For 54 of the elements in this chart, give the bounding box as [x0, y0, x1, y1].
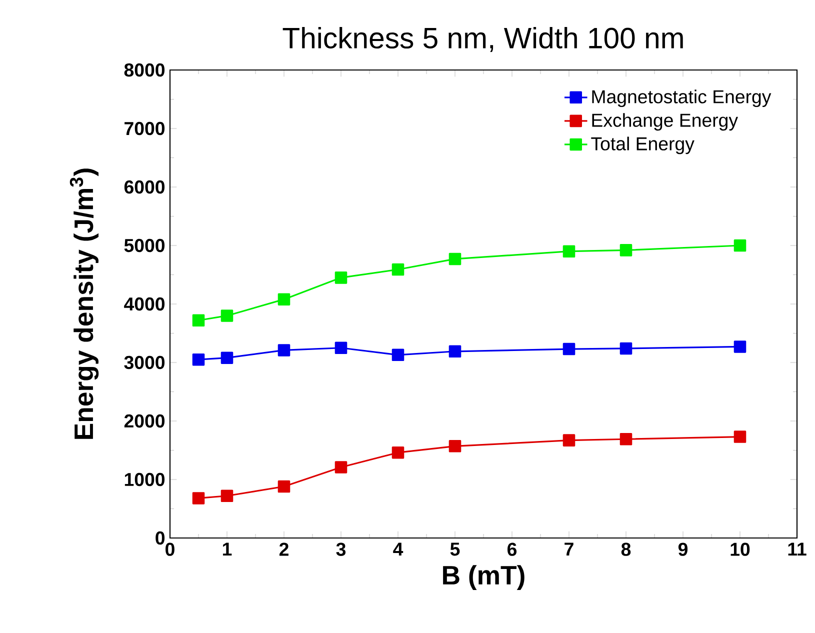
point	[278, 480, 290, 493]
point	[448, 345, 462, 358]
x-tick-label: 4	[393, 542, 404, 556]
point	[392, 263, 404, 276]
x-tick-label: 10	[730, 542, 750, 556]
legend-label: Exchange Energy	[592, 113, 738, 131]
point	[220, 352, 234, 364]
point	[192, 353, 205, 366]
y-tick-label: 6000	[124, 180, 165, 194]
x-tick-label: 3	[336, 542, 346, 556]
x-axis-title: B (mT)	[443, 565, 524, 590]
point	[334, 342, 348, 354]
y-tick-label: 5000	[124, 238, 165, 252]
y-axis-title: Energy density (J/m$^{3}$)	[70, 168, 99, 439]
chart-title: Thickness 5 nm, Width 100 nm	[282, 26, 683, 52]
point	[334, 461, 348, 474]
point	[734, 340, 746, 353]
x-tick-label: 11	[788, 542, 806, 556]
legend-label: Magnetostatic Energy	[592, 90, 772, 108]
point	[562, 245, 576, 258]
point	[192, 492, 205, 504]
point	[562, 342, 576, 356]
y-tick-label: 7000	[124, 122, 165, 136]
point	[448, 440, 462, 452]
x-tick-label: 8	[621, 542, 631, 556]
y-tick-label: 3000	[124, 356, 165, 370]
point	[734, 430, 746, 443]
legend-label: Total Energy	[591, 136, 694, 154]
y-tick-label: 1000	[124, 472, 165, 486]
point	[562, 434, 576, 446]
point	[278, 293, 290, 306]
point	[392, 446, 404, 459]
y-tick-label: 0	[156, 531, 165, 545]
x-tick-label: 7	[564, 542, 574, 556]
point	[192, 314, 205, 327]
point	[620, 433, 632, 446]
point	[620, 244, 632, 256]
x-tick-label: 9	[678, 542, 688, 556]
point	[334, 272, 348, 284]
point	[392, 348, 404, 362]
point	[734, 239, 746, 252]
x-tick-label: 1	[222, 542, 232, 556]
y-tick-label: 4000	[124, 297, 165, 311]
x-tick-label: 2	[279, 542, 288, 556]
x-tick-label: 5	[450, 542, 460, 556]
y-tick-label: 8000	[124, 63, 165, 77]
point	[620, 342, 632, 355]
x-tick-label: 6	[508, 542, 517, 556]
point	[220, 490, 234, 502]
point	[278, 344, 290, 356]
x-tick-label: 0	[166, 542, 174, 556]
y-tick-label: 2000	[124, 414, 165, 428]
point	[448, 252, 462, 266]
point	[220, 310, 234, 322]
